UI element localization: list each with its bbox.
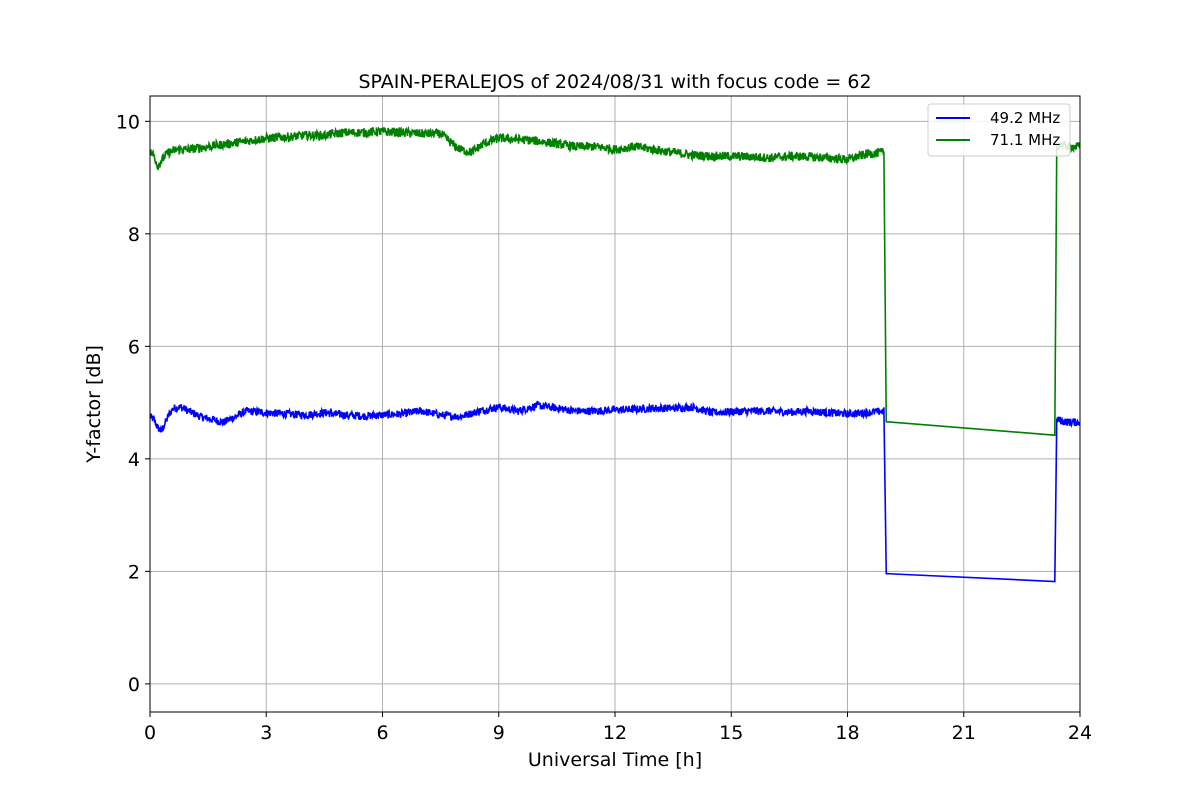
y-tick-label: 8 <box>128 224 140 246</box>
series-line-2 <box>150 125 1080 437</box>
y-tick-label: 6 <box>128 336 140 358</box>
legend: 49.2 MHz 71.1 MHz <box>927 103 1071 157</box>
series-line-1 <box>150 400 1080 583</box>
plot-frame <box>149 95 1081 713</box>
chart-title: SPAIN-PERALEJOS of 2024/08/31 with focus… <box>358 71 871 93</box>
x-tick-label: 18 <box>835 722 859 744</box>
y-tick-label: 10 <box>116 111 140 133</box>
x-tick-label: 12 <box>603 722 627 744</box>
legend-label: 71.1 MHz <box>990 131 1060 149</box>
x-axis-label: Universal Time [h] <box>528 749 702 771</box>
y-axis-label: Y-factor [dB] <box>83 345 105 464</box>
x-tick-label: 0 <box>144 722 156 744</box>
x-tick-label: 15 <box>719 722 743 744</box>
x-tick-label: 3 <box>260 722 272 744</box>
x-tick-label: 21 <box>952 722 976 744</box>
y-tick-label: 0 <box>128 674 140 696</box>
x-tick-label: 6 <box>376 722 388 744</box>
y-tick-label: 4 <box>128 449 140 471</box>
series-layer <box>150 125 1080 583</box>
y-tick-label: 2 <box>128 561 140 583</box>
x-tick-label: 9 <box>493 722 505 744</box>
x-tick-label: 24 <box>1068 722 1092 744</box>
legend-label: 49.2 MHz <box>990 109 1060 127</box>
